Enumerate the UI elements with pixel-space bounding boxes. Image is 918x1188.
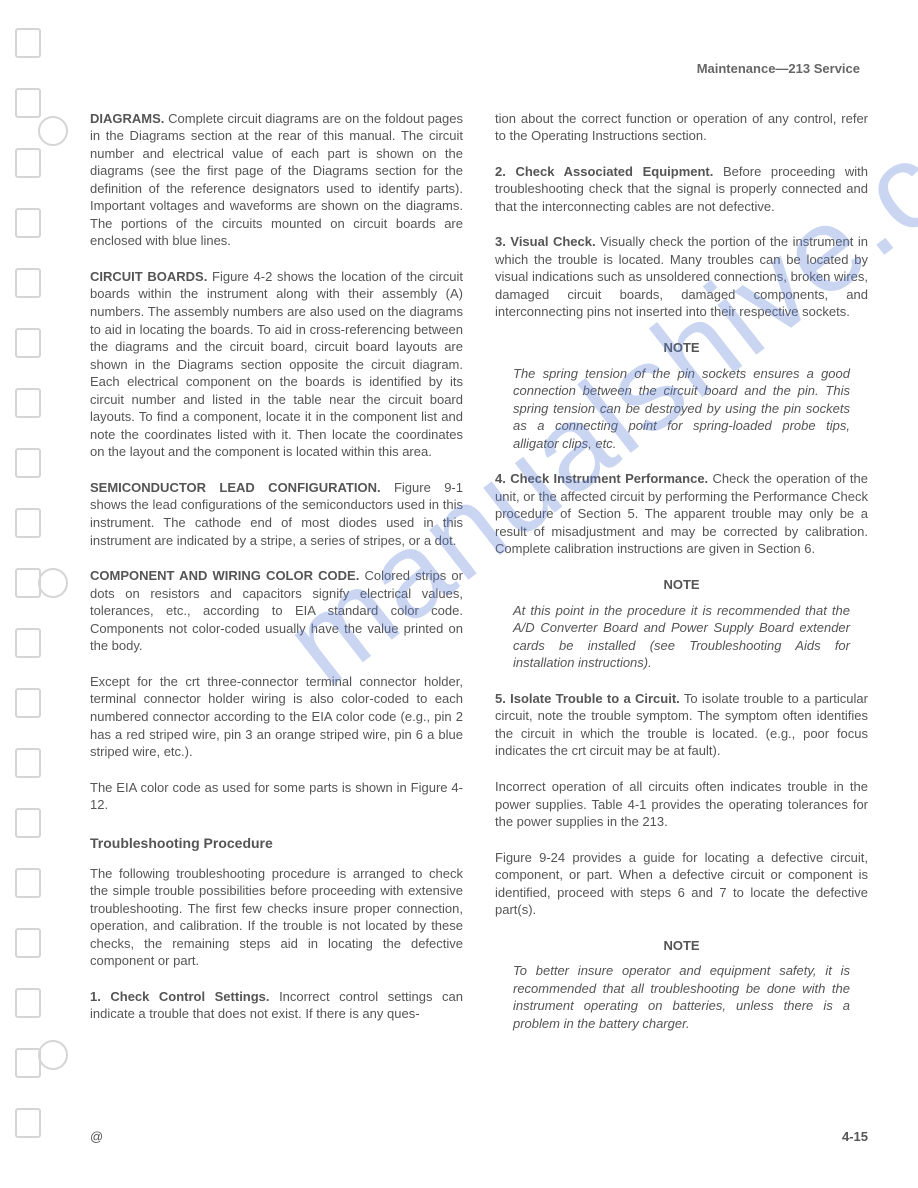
figure-paragraph: Figure 9-24 provides a guide for locatin… — [495, 849, 868, 919]
semiconductor-lead: SEMICONDUCTOR LEAD CONFIGURATION. — [90, 480, 381, 495]
connector-paragraph: Except for the crt three-connector termi… — [90, 673, 463, 761]
step-4: 4. Check Instrument Performance. Check t… — [495, 470, 868, 558]
circuit-boards-lead: CIRCUIT BOARDS. — [90, 269, 207, 284]
semiconductor-section: SEMICONDUCTOR LEAD CONFIGURATION. Figure… — [90, 479, 463, 549]
footer-left: @ — [90, 1128, 103, 1146]
step-5: 5. Isolate Trouble to a Circuit. To isol… — [495, 690, 868, 760]
step-4-lead: 4. Check Instrument Performance. — [495, 471, 708, 486]
troubleshooting-intro: The following troubleshooting procedure … — [90, 865, 463, 970]
step-5-lead: 5. Isolate Trouble to a Circuit. — [495, 691, 680, 706]
diagrams-lead: DIAGRAMS. — [90, 111, 164, 126]
eia-paragraph: The EIA color code as used for some part… — [90, 779, 463, 814]
diagrams-section: DIAGRAMS. Complete circuit diagrams are … — [90, 110, 463, 250]
incorrect-operation-paragraph: Incorrect operation of all circuits ofte… — [495, 778, 868, 831]
step-3-lead: 3. Visual Check. — [495, 234, 596, 249]
step-2-lead: 2. Check Associated Equipment. — [495, 164, 713, 179]
note-1-body: The spring tension of the pin sockets en… — [495, 365, 868, 453]
color-code-lead: COMPONENT AND WIRING COLOR CODE. — [90, 568, 359, 583]
note-2-heading: NOTE — [495, 576, 868, 594]
continuation-paragraph: tion about the correct function or opera… — [495, 110, 868, 145]
color-code-section: COMPONENT AND WIRING COLOR CODE. Colored… — [90, 567, 463, 655]
troubleshooting-heading: Troubleshooting Procedure — [90, 834, 463, 853]
left-column: DIAGRAMS. Complete circuit diagrams are … — [90, 110, 463, 1051]
page-header: Maintenance—213 Service — [90, 60, 868, 78]
note-3-heading: NOTE — [495, 937, 868, 955]
page-footer: @ 4-15 — [90, 1128, 868, 1146]
right-column: tion about the correct function or opera… — [495, 110, 868, 1051]
step-2: 2. Check Associated Equipment. Before pr… — [495, 163, 868, 216]
binder-holes — [10, 0, 60, 1188]
diagrams-text: Complete circuit diagrams are on the fol… — [90, 111, 463, 249]
note-2-body: At this point in the procedure it is rec… — [495, 602, 868, 672]
step-1-lead: 1. Check Control Settings. — [90, 989, 270, 1004]
step-1: 1. Check Control Settings. Incorrect con… — [90, 988, 463, 1023]
note-1-heading: NOTE — [495, 339, 868, 357]
circuit-boards-text: Figure 4-2 shows the location of the cir… — [90, 269, 463, 459]
page-number: 4-15 — [842, 1128, 868, 1146]
note-3-body: To better insure operator and equipment … — [495, 962, 868, 1032]
step-3: 3. Visual Check. Visually check the port… — [495, 233, 868, 321]
circuit-boards-section: CIRCUIT BOARDS. Figure 4-2 shows the loc… — [90, 268, 463, 461]
